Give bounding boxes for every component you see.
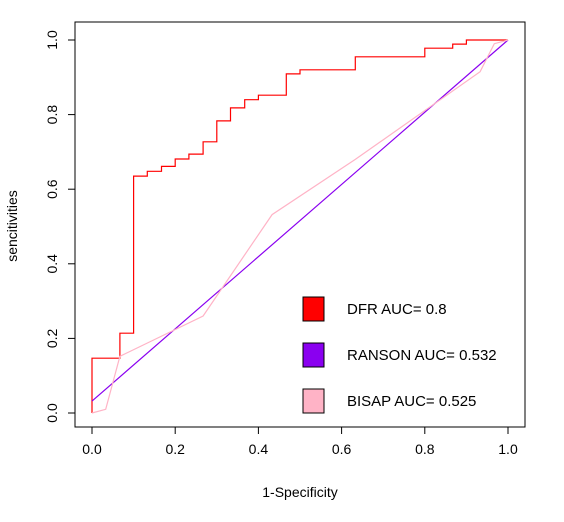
y-tick-label: 0.2 — [44, 328, 60, 348]
y-axis: 0.0 0.2 0.4 0.6 0.8 1.0 — [44, 30, 76, 423]
plot-frame — [74, 21, 526, 428]
x-axis-title: 1-Specificity — [262, 484, 337, 500]
y-tick-label: 1.0 — [44, 30, 60, 50]
x-axis: 0.0 0.2 0.4 0.6 0.8 1.0 — [82, 426, 518, 457]
legend-swatch-2 — [302, 388, 325, 414]
y-tick-label: 0.0 — [44, 403, 60, 423]
x-tick-label: 0.2 — [165, 441, 185, 457]
series-layer — [91, 39, 509, 414]
legend-swatch-0 — [302, 296, 325, 322]
y-tick-label: 0.6 — [44, 179, 60, 199]
series-line-0 — [91, 39, 508, 413]
x-tick-label: 0.8 — [415, 441, 435, 457]
y-axis-title: sencitivities — [4, 190, 20, 262]
x-tick-label: 1.0 — [498, 441, 518, 457]
legend-swatch-1 — [302, 342, 325, 368]
legend: DFR AUC= 0.8 RANSON AUC= 0.532 BISAP AUC= … — [302, 296, 497, 414]
y-tick-label: 0.8 — [44, 105, 60, 125]
legend-label-0: DFR AUC= 0.8 — [347, 301, 447, 318]
x-tick-label: 0.0 — [82, 441, 102, 457]
series-line-2 — [91, 39, 509, 414]
y-tick-label: 0.4 — [44, 254, 60, 274]
legend-label-1: RANSON AUC= 0.532 — [347, 347, 497, 364]
x-tick-label: 0.4 — [249, 441, 269, 457]
legend-label-2: BISAP AUC= 0.525 — [347, 393, 476, 410]
x-tick-label: 0.6 — [332, 441, 352, 457]
